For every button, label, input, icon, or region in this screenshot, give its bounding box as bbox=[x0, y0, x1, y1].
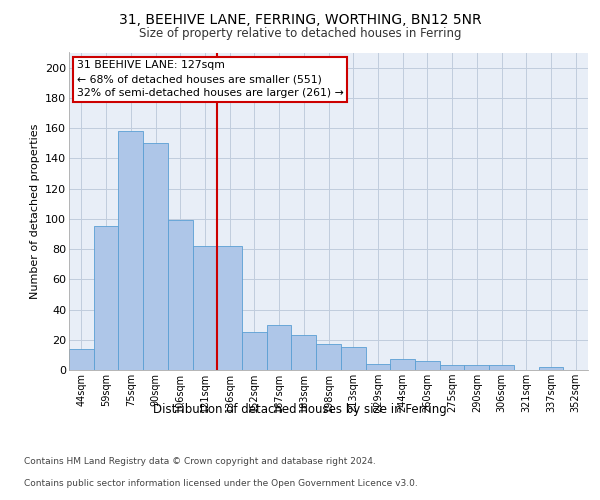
Bar bbox=[341, 348, 365, 370]
Text: Size of property relative to detached houses in Ferring: Size of property relative to detached ho… bbox=[139, 28, 461, 40]
Bar bbox=[143, 143, 168, 370]
Bar bbox=[242, 332, 267, 370]
Bar bbox=[415, 361, 440, 370]
Text: Contains HM Land Registry data © Crown copyright and database right 2024.: Contains HM Land Registry data © Crown c… bbox=[24, 458, 376, 466]
Bar bbox=[489, 366, 514, 370]
Bar bbox=[316, 344, 341, 370]
Bar bbox=[292, 335, 316, 370]
Bar bbox=[539, 367, 563, 370]
Bar bbox=[390, 360, 415, 370]
Bar bbox=[267, 324, 292, 370]
Bar bbox=[168, 220, 193, 370]
Bar bbox=[464, 366, 489, 370]
Text: Distribution of detached houses by size in Ferring: Distribution of detached houses by size … bbox=[153, 402, 447, 415]
Bar bbox=[217, 246, 242, 370]
Y-axis label: Number of detached properties: Number of detached properties bbox=[29, 124, 40, 299]
Text: 31 BEEHIVE LANE: 127sqm
← 68% of detached houses are smaller (551)
32% of semi-d: 31 BEEHIVE LANE: 127sqm ← 68% of detache… bbox=[77, 60, 344, 98]
Bar bbox=[365, 364, 390, 370]
Bar bbox=[440, 366, 464, 370]
Bar bbox=[193, 246, 217, 370]
Bar bbox=[118, 131, 143, 370]
Bar bbox=[94, 226, 118, 370]
Text: Contains public sector information licensed under the Open Government Licence v3: Contains public sector information licen… bbox=[24, 479, 418, 488]
Text: 31, BEEHIVE LANE, FERRING, WORTHING, BN12 5NR: 31, BEEHIVE LANE, FERRING, WORTHING, BN1… bbox=[119, 12, 481, 26]
Bar bbox=[69, 349, 94, 370]
